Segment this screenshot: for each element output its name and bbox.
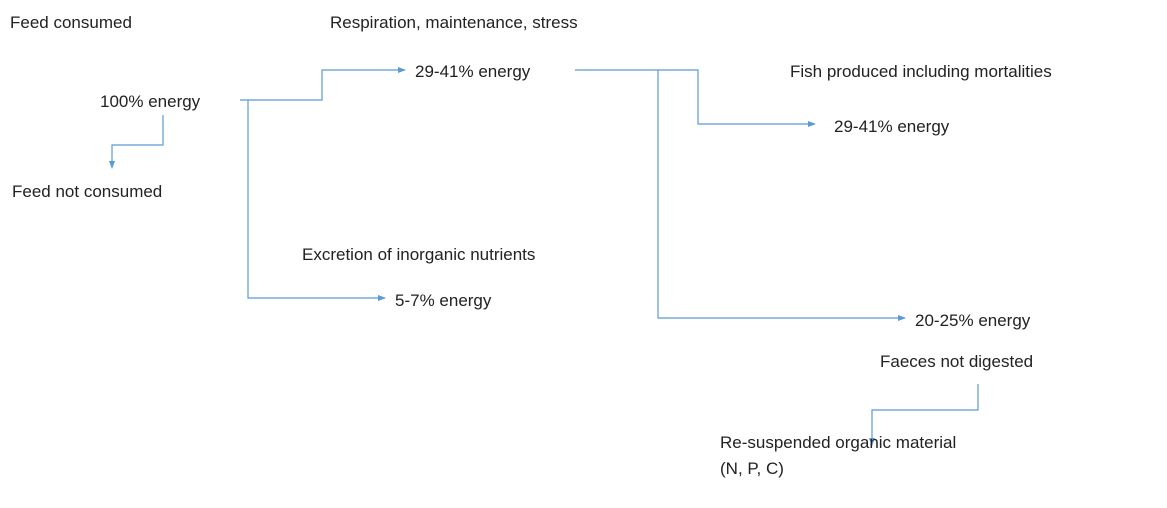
connector <box>657 70 906 321</box>
label: 20-25% energy <box>915 311 1031 330</box>
label: Feed consumed <box>10 13 132 32</box>
label: Respiration, maintenance, stress <box>330 13 578 32</box>
connector <box>575 69 816 127</box>
label: 5-7% energy <box>395 291 492 310</box>
connector <box>869 384 979 446</box>
label: Faeces not digested <box>880 352 1033 371</box>
label: 100% energy <box>100 92 201 111</box>
label: 29-41% energy <box>415 62 531 81</box>
label: 29-41% energy <box>834 117 950 136</box>
label: Re-suspended organic material <box>720 433 956 452</box>
label: Excretion of inorganic nutrients <box>302 245 535 264</box>
connector <box>247 100 386 301</box>
connector <box>240 67 406 101</box>
label: Feed not consumed <box>12 182 162 201</box>
label: Fish produced including mortalities <box>790 62 1052 81</box>
connector <box>109 115 164 169</box>
label: (N, P, C) <box>720 459 784 478</box>
